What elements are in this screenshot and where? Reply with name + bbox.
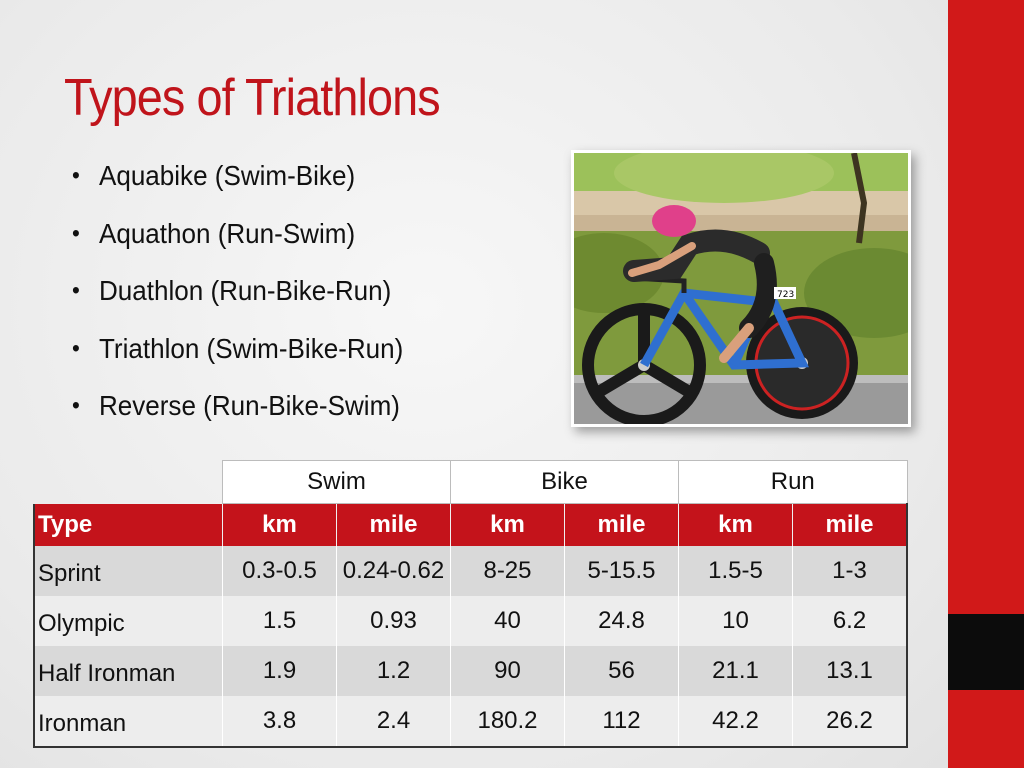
- column-header: mile: [564, 503, 679, 546]
- table-cell: 40: [450, 596, 565, 646]
- cyclist-photo: 723: [571, 150, 911, 427]
- column-header: mile: [792, 503, 908, 546]
- table-cell: 24.8: [564, 596, 679, 646]
- table-cell: 5-15.5: [564, 546, 679, 596]
- table-cell: 21.1: [678, 646, 793, 696]
- bullet-list: • Aquabike (Swim-Bike) • Aquathon (Run-Swi…: [72, 152, 428, 440]
- table-cell: 2.4: [336, 696, 451, 748]
- table-cell: 90: [450, 646, 565, 696]
- accent-block-black: [948, 614, 1024, 690]
- bullet-text: Aquathon (Run-Swim): [98, 217, 356, 249]
- bullet-item: • Triathlon (Swim-Bike-Run): [72, 325, 403, 383]
- table-cell: 8-25: [450, 546, 565, 596]
- table-cell: 42.2: [678, 696, 793, 748]
- table-cell: 6.2: [792, 596, 908, 646]
- bullet-item: • Reverse (Run-Bike-Swim): [72, 382, 403, 440]
- table-row: Sprint 0.3-0.5 0.24-0.62 8-25 5-15.5 1.5…: [33, 546, 908, 596]
- table-row: Olympic 1.5 0.93 40 24.8 10 6.2: [33, 596, 908, 646]
- bullet-item: • Aquabike (Swim-Bike): [72, 152, 403, 210]
- bullet-dot: •: [72, 277, 80, 304]
- bullet-dot: •: [72, 334, 80, 362]
- table-cell: 112: [564, 696, 679, 748]
- table-row: Ironman 3.8 2.4 180.2 112 42.2 26.2: [33, 696, 908, 748]
- bullet-text: Triathlon (Swim-Bike-Run): [98, 332, 404, 364]
- group-header-swim: Swim: [222, 460, 451, 504]
- bullet-text: Aquabike (Swim-Bike): [98, 160, 356, 191]
- bullet-dot: •: [72, 162, 80, 189]
- table-cell: 1.5-5: [678, 546, 793, 596]
- bullet-text: Reverse (Run-Bike-Swim): [98, 390, 400, 421]
- table-cell: 1-3: [792, 546, 908, 596]
- table-cell: 0.24-0.62: [336, 546, 451, 596]
- table-cell: 26.2: [792, 696, 908, 748]
- bullet-text: Duathlon (Run-Bike-Run): [98, 275, 392, 306]
- bullet-item: • Aquathon (Run-Swim): [72, 210, 403, 268]
- table-cell: 13.1: [792, 646, 908, 696]
- table-group-row: Swim Bike Run: [34, 460, 908, 504]
- table-cell: 10: [678, 596, 793, 646]
- bullet-dot: •: [72, 392, 80, 419]
- bib-number: 723: [777, 290, 794, 300]
- column-header: km: [222, 503, 337, 546]
- column-header: mile: [336, 503, 451, 546]
- table-header-row: Type km mile km mile km mile: [33, 503, 908, 546]
- table-cell: 0.3-0.5: [222, 546, 337, 596]
- table-cell: 56: [564, 646, 679, 696]
- table-cell: 180.2: [450, 696, 565, 748]
- column-header: Type: [33, 503, 223, 546]
- table-row: Half Ironman 1.9 1.2 90 56 21.1 13.1: [33, 646, 908, 696]
- group-header-run: Run: [678, 460, 908, 504]
- row-label: Half Ironman: [33, 646, 223, 696]
- group-header-bike: Bike: [450, 460, 679, 504]
- bullet-item: • Duathlon (Run-Bike-Run): [72, 267, 403, 325]
- table-cell: 0.93: [336, 596, 451, 646]
- cyclist-photo-icon: 723: [574, 153, 908, 424]
- slide-title: Types of Triathlons: [64, 69, 441, 127]
- row-label: Sprint: [33, 546, 223, 596]
- table-cell: 3.8: [222, 696, 337, 748]
- empty-cell: [34, 461, 223, 504]
- row-label: Ironman: [33, 696, 223, 748]
- table-cell: 1.5: [222, 596, 337, 646]
- row-label: Olympic: [33, 596, 223, 646]
- table-cell: 1.2: [336, 646, 451, 696]
- triathlon-distance-table: Swim Bike Run Type km mile km mile km mi…: [33, 460, 908, 748]
- table-cell: 1.9: [222, 646, 337, 696]
- column-header: km: [450, 503, 565, 546]
- bullet-dot: •: [72, 219, 80, 247]
- column-header: km: [678, 503, 793, 546]
